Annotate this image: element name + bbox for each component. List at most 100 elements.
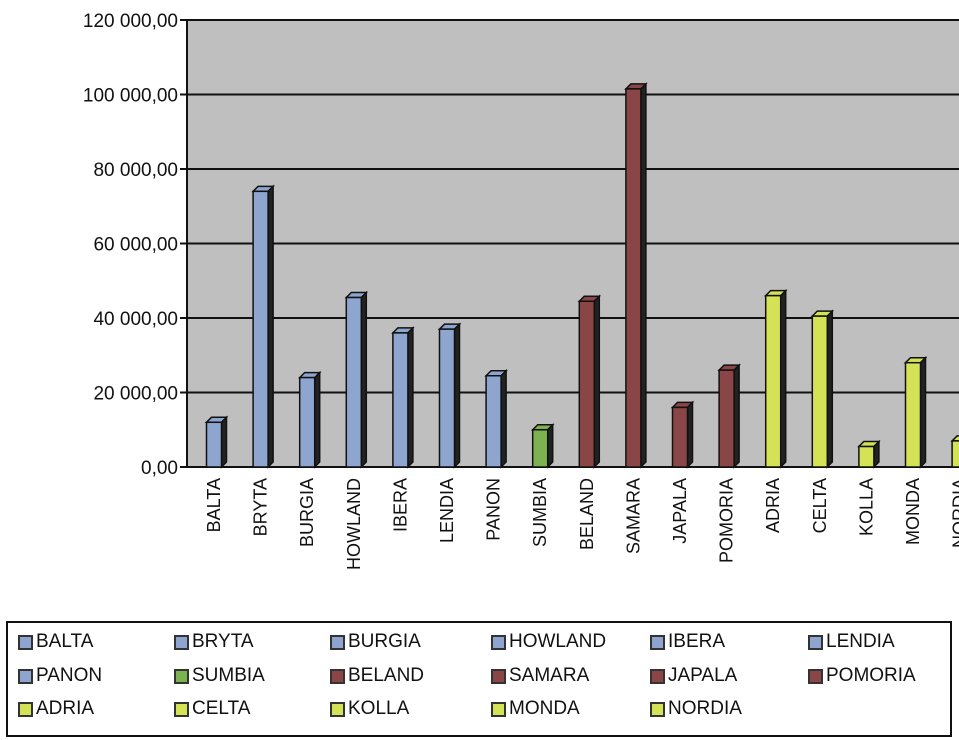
legend-swatch xyxy=(650,634,665,650)
legend-label: NORDIA xyxy=(668,698,742,719)
x-tick-label: JAPALA xyxy=(670,478,690,544)
legend-swatch xyxy=(18,701,33,717)
bar xyxy=(251,184,275,469)
legend-item: PANON xyxy=(18,663,102,689)
bar xyxy=(530,422,555,469)
bars xyxy=(204,82,959,469)
x-tick-label: HOWLAND xyxy=(344,478,364,570)
legend-label: SAMARA xyxy=(509,665,590,686)
bar xyxy=(763,288,788,469)
legend-label: BELAND xyxy=(348,665,425,686)
bar-top xyxy=(950,435,959,442)
bar-front xyxy=(858,445,875,468)
y-tick-label: 100 000,00 xyxy=(83,86,178,107)
bar xyxy=(717,363,741,469)
y-tick-label: 120 000,00 xyxy=(83,11,178,32)
x-tick-label: MONDA xyxy=(903,478,923,545)
legend-item: IBERA xyxy=(650,629,725,655)
bar-front xyxy=(205,421,223,468)
legend-swatch xyxy=(650,668,665,684)
bar xyxy=(624,82,648,469)
legend-item: SAMARA xyxy=(491,663,589,689)
bar-front xyxy=(811,315,829,468)
bar-front xyxy=(298,376,316,468)
legend-item: MONDA xyxy=(491,696,580,722)
bar xyxy=(344,290,369,469)
bar xyxy=(391,326,415,469)
legend-label: POMORIA xyxy=(826,665,916,686)
legend-swatch xyxy=(174,701,189,717)
bar-front xyxy=(345,296,363,468)
legend-swatch xyxy=(330,701,345,717)
y-tick-label: 80 000,00 xyxy=(93,160,178,181)
x-tick-label: SAMARA xyxy=(623,478,643,554)
legend-item: NORDIA xyxy=(650,696,742,722)
y-tick-label: 20 000,00 xyxy=(93,384,178,405)
y-tick-label: 40 000,00 xyxy=(93,309,178,330)
legend-swatch xyxy=(650,701,665,717)
legend-swatch xyxy=(808,634,823,650)
legend-label: LENDIA xyxy=(826,631,895,652)
legend-item: SUMBIA xyxy=(174,663,265,689)
bar xyxy=(484,368,508,469)
x-tick-label: NORDIA xyxy=(950,478,959,548)
bar xyxy=(903,355,928,469)
legend-item: HOWLAND xyxy=(491,629,606,655)
bar-front xyxy=(671,406,689,468)
legend-swatch xyxy=(808,668,823,684)
x-tick-label: IBERA xyxy=(390,478,410,532)
legend-label: BURGIA xyxy=(348,631,421,652)
legend-swatch xyxy=(491,634,506,650)
bar xyxy=(950,435,959,468)
bar xyxy=(670,400,695,469)
legend-swatch xyxy=(174,634,189,650)
legend-label: CELTA xyxy=(192,698,251,719)
bar-front xyxy=(438,328,456,468)
bar xyxy=(577,294,602,469)
legend-label: ADRIA xyxy=(36,698,95,719)
x-tick-label: SUMBIA xyxy=(530,478,550,547)
legend-item: BRYTA xyxy=(174,629,254,655)
legend-label: SUMBIA xyxy=(192,665,265,686)
legend-swatch xyxy=(18,634,33,650)
legend-swatch xyxy=(330,634,345,650)
legend-item: POMORIA xyxy=(808,663,916,689)
legend-label: BRYTA xyxy=(192,631,254,652)
legend-label: PANON xyxy=(36,665,103,686)
legend-item: KOLLA xyxy=(330,696,409,722)
y-axis-ticks: 0,00 20 000,00 40 000,00 60 000,00 80 000,00… xyxy=(83,11,187,479)
legend-swatch xyxy=(174,668,189,684)
bar-front xyxy=(951,440,959,468)
legend-swatch xyxy=(330,668,345,684)
x-tick-label: CELTA xyxy=(810,478,830,533)
bar xyxy=(810,309,835,469)
legend-item: CELTA xyxy=(174,696,250,722)
x-tick-label: PANON xyxy=(484,478,504,541)
legend-label: KOLLA xyxy=(348,698,410,719)
bar-front xyxy=(625,88,642,468)
legend-label: IBERA xyxy=(668,631,726,652)
legend-label: MONDA xyxy=(509,698,580,719)
bar xyxy=(204,415,229,469)
bar-front xyxy=(578,300,596,468)
x-tick-label: BALTA xyxy=(204,478,224,532)
bar-front xyxy=(904,361,922,468)
bar xyxy=(437,322,462,469)
x-tick-label: BELAND xyxy=(577,478,597,550)
bar-chart: 0,00 20 000,00 40 000,00 60 000,00 80 000,00… xyxy=(83,11,959,570)
bar-front xyxy=(718,369,735,468)
legend-item: BALTA xyxy=(18,629,93,655)
x-tick-label: POMORIA xyxy=(717,478,737,563)
bar-front xyxy=(764,294,782,468)
legend-item: ADRIA xyxy=(18,696,94,722)
legend-item: LENDIA xyxy=(808,629,895,655)
x-tick-label: LENDIA xyxy=(437,478,457,543)
bar xyxy=(857,439,881,469)
legend-swatch xyxy=(18,668,33,684)
legend-label: BALTA xyxy=(36,631,94,652)
legend-item: JAPALA xyxy=(650,663,737,689)
x-tick-label: BRYTA xyxy=(251,478,271,536)
bar-front xyxy=(392,332,409,468)
x-axis-labels: BALTA BRYTA BURGIA HOWLAND IBERA LENDIA PANON S… xyxy=(204,478,959,570)
legend-item: BURGIA xyxy=(330,629,421,655)
